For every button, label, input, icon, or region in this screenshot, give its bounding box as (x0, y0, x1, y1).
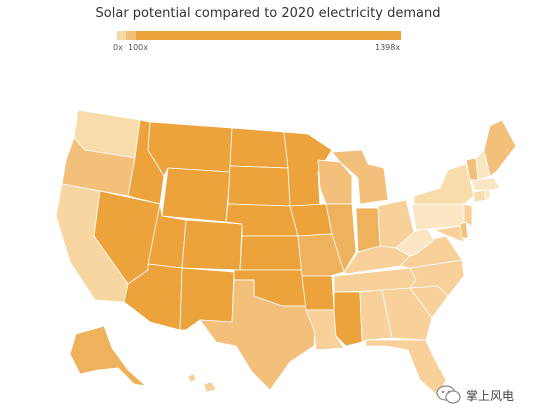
state-maryland[interactable] (433, 225, 465, 243)
legend: 0x 100x 1398x (113, 31, 401, 53)
state-missouri[interactable] (297, 233, 345, 277)
state-new-york[interactable] (413, 163, 475, 205)
legend-max-label: 1398x (375, 43, 401, 52)
legend-min-label: 0x (113, 43, 123, 52)
state-indiana[interactable] (355, 207, 381, 253)
state-maine[interactable] (483, 119, 517, 177)
state-montana[interactable] (147, 121, 233, 177)
state-minnesota[interactable] (283, 131, 333, 207)
state-new-jersey[interactable] (463, 203, 473, 227)
state-hawaii[interactable] (187, 373, 197, 383)
state-arkansas[interactable] (301, 275, 335, 311)
state-texas[interactable] (199, 279, 317, 391)
state-wyoming[interactable] (161, 167, 231, 223)
legend-seg-high (136, 31, 401, 40)
state-alaska[interactable] (69, 325, 147, 387)
map-title: Solar potential compared to 2020 electri… (95, 6, 441, 21)
state-colorado[interactable] (181, 219, 243, 271)
state-illinois[interactable] (325, 203, 357, 273)
state-massachusetts[interactable] (471, 177, 501, 191)
state-alabama[interactable] (359, 289, 393, 343)
watermark: 掌上风电 (436, 384, 532, 406)
watermark-text: 掌上风电 (466, 389, 515, 403)
state-hawaii-big-island[interactable] (203, 381, 217, 393)
state-north-dakota[interactable] (229, 127, 289, 169)
state-mississippi[interactable] (333, 291, 363, 347)
state-delaware[interactable] (459, 221, 469, 239)
legend-color-bar (117, 31, 401, 40)
state-florida[interactable] (365, 339, 447, 397)
state-south-dakota[interactable] (227, 165, 291, 207)
state-north-carolina[interactable] (409, 259, 465, 297)
state-michigan[interactable] (331, 149, 389, 205)
legend-seg-low (117, 31, 126, 40)
legend-mid-label: 100x (128, 43, 149, 52)
wechat-icon (436, 385, 461, 404)
legend-seg-mid (126, 31, 136, 40)
state-west-virginia[interactable] (395, 225, 435, 257)
state-kansas[interactable] (239, 235, 303, 271)
